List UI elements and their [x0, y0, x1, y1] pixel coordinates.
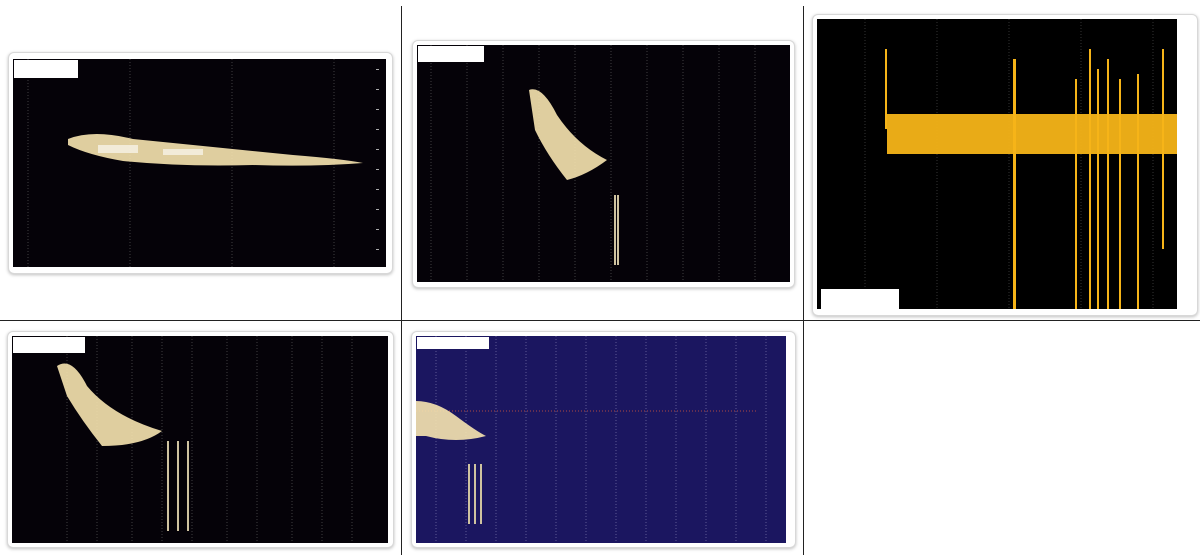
spectrogram-plot-3	[817, 19, 1177, 309]
info-box-4	[13, 337, 85, 353]
spectrogram-4-svg	[57, 336, 353, 543]
info-box-5	[417, 337, 489, 349]
spectrogram-plot-1	[13, 59, 386, 267]
y-axis-3	[1177, 19, 1193, 309]
spectrogram-plot-4	[12, 336, 388, 543]
spectrogram-card-1[interactable]	[8, 52, 393, 274]
grid-divider-vertical-1	[401, 6, 402, 555]
spectrogram-card-3[interactable]	[812, 14, 1198, 316]
info-box-2	[418, 46, 484, 62]
spectrogram-5-svg	[416, 336, 767, 543]
spectrogram-card-5[interactable]	[411, 331, 796, 548]
spectrogram-plot-2	[417, 45, 790, 282]
spectrogram-3-svg	[864, 19, 1177, 309]
grid-divider-vertical-2	[803, 6, 804, 555]
spectrogram-2-svg	[430, 45, 756, 282]
spectrogram-card-2[interactable]	[412, 40, 795, 288]
grid-divider-horizontal	[0, 320, 1200, 321]
info-box-3	[821, 289, 899, 309]
spectrogram-1-svg	[27, 59, 379, 267]
spectrogram-plot-5	[416, 336, 786, 543]
info-box-1	[14, 60, 78, 78]
spectrogram-card-4[interactable]	[7, 331, 394, 548]
